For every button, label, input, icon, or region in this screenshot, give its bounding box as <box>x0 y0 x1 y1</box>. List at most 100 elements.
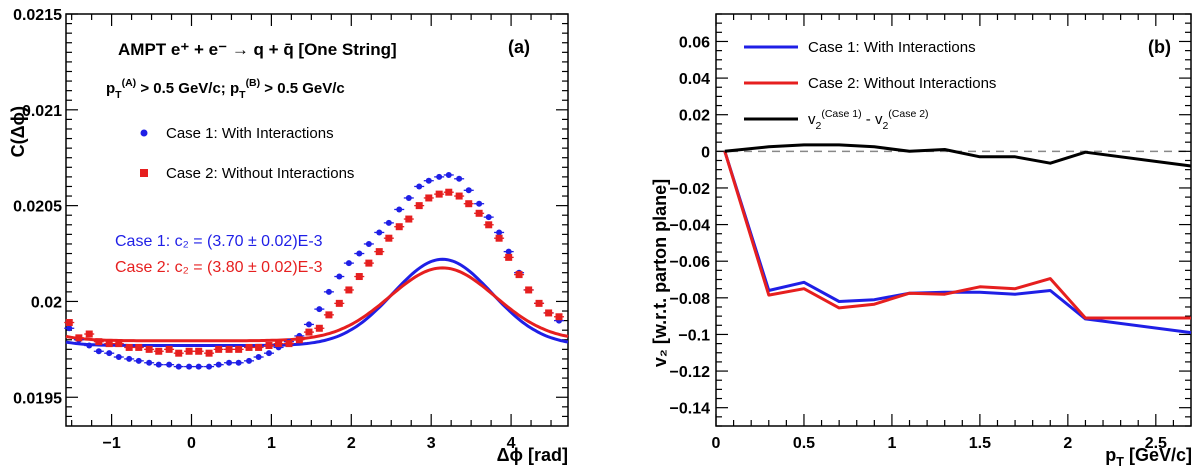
panel-a-header-line1: AMPT e⁺ + e⁻ → q + q̄ [One String] <box>118 40 397 59</box>
panel-a-data-point-case2 <box>305 328 313 336</box>
panel-a-data-point-case2 <box>205 349 213 357</box>
panel-b-series-line-3 <box>724 143 1192 168</box>
panel-a-data-point-case1 <box>206 363 213 370</box>
panel-b-ticks <box>715 13 1192 427</box>
panel-a-data-point-case2 <box>235 345 243 353</box>
panel-a-data-point-case1 <box>336 273 343 280</box>
panel-a-data-point-case2 <box>415 202 423 210</box>
panel-a-legend-label: Case 1: With Interactions <box>166 125 334 142</box>
panel-b-x-tick-label: 0 <box>712 435 721 452</box>
panel-a-data-point-case1 <box>496 229 503 236</box>
panel-a-data-point-case2 <box>445 188 453 196</box>
panel-a-data-point-case2 <box>195 347 203 355</box>
panel-b-y-tick-label: −0.1 <box>678 327 710 344</box>
panel-a-data-point-case1 <box>385 219 392 226</box>
panel-a-label: (a) <box>508 37 530 57</box>
panel-b-frame <box>715 13 1192 427</box>
panel-b-series-lines <box>723 143 1192 335</box>
panel-a-data-point-case1 <box>155 361 162 368</box>
panel-b-x-axis-title: pT [GeV/c] <box>1105 445 1192 468</box>
panel-a-x-tick-label: 3 <box>427 435 436 452</box>
panel-b-x-tick-label: 2 <box>1063 435 1072 452</box>
panel-a-data-point-case2 <box>185 347 193 355</box>
panel-a-data-point-case1 <box>86 342 93 349</box>
panel-a-data-point-case1 <box>365 240 372 247</box>
panel-a-data-point-case1 <box>246 357 253 364</box>
panel-b-legend-label: Case 2: Without Interactions <box>808 75 996 92</box>
panel-a-data-point-case2 <box>355 273 363 281</box>
panel-a-data-point-case2 <box>155 347 163 355</box>
panel-a-data-point-case1 <box>215 361 222 368</box>
panel-a-data-point-case2 <box>75 334 83 342</box>
panel-a-data-point-case2 <box>65 319 73 327</box>
panel-a-data-point-case1 <box>265 350 272 357</box>
panel-b-y-tick-label: −0.04 <box>670 218 711 235</box>
panel-a-data-point-case2 <box>295 336 303 344</box>
panel-a-data-point-case1 <box>376 229 383 236</box>
panel-a-data-point-case1 <box>186 363 193 370</box>
panel-a-data-point-case2 <box>545 309 553 317</box>
panel-b-y-tick-label: 0.06 <box>679 34 710 51</box>
panel-b-series-line-2 <box>723 150 1191 320</box>
panel-a-fit-curves <box>65 257 569 347</box>
panel-a-y-tick-label: 0.0205 <box>13 199 62 216</box>
panel-a-data-point-case2 <box>335 299 343 307</box>
panel-a-y-tick-label: 0.0215 <box>13 7 62 24</box>
panel-b-y-tick-label: 0.02 <box>679 108 710 125</box>
panel-a-data-point-case1 <box>425 177 432 184</box>
panel-b-legend: Case 1: With Interactions Case 2: Without… <box>744 39 996 132</box>
panel-a-data-point-case2 <box>555 313 563 321</box>
panel-a-data-point-case2 <box>275 340 283 348</box>
panel-b-y-tick-label: 0.04 <box>679 71 710 88</box>
panel-a-data-point-case1 <box>416 183 423 190</box>
panel-b-legend-label: v2(Case 1) - v2(Case 2) <box>808 108 929 132</box>
panel-a-y-tick-label: 0.021 <box>22 103 62 120</box>
panel-a-data-point-case2 <box>375 248 383 256</box>
panel-a-data-point-case2 <box>135 343 143 351</box>
panel-a-data-point-case2 <box>495 234 503 242</box>
panel-a-x-tick-label: −1 <box>102 435 120 452</box>
panel-b-y-tick-label: −0.14 <box>670 401 711 418</box>
panel-a-data-point-case1 <box>115 354 122 361</box>
panel-a-data-point-case1 <box>95 348 102 355</box>
panel-a-x-axis-title: Δϕ [rad] <box>497 445 568 465</box>
panel-a-data-point-case1 <box>66 325 73 332</box>
panel-a: −1 0 1 2 3 4 0.0195 0.02 0.0205 0.021 0.0215 Case … <box>8 7 569 465</box>
panel-a-data-point-case2 <box>315 324 323 332</box>
panel-a-legend-marker-circle <box>140 129 148 137</box>
panel-a-data-point-case2 <box>385 234 393 242</box>
panel-a-data-point-case2 <box>365 259 373 267</box>
panel-a-data-point-case2 <box>95 338 103 346</box>
panel-a-data-point-case2 <box>485 221 493 229</box>
panel-b-label: (b) <box>1148 37 1171 57</box>
panel-a-data-points <box>64 171 565 370</box>
panel-a-data-point-case1 <box>476 200 483 207</box>
panel-a-data-point-case2 <box>395 223 403 231</box>
panel-a-legend-marker-square <box>140 169 148 177</box>
panel-a-y-tick-label: 0.02 <box>31 294 62 311</box>
panel-a-data-point-case1 <box>255 354 262 361</box>
panel-a-tick-labels: −1 0 1 2 3 4 0.0195 0.02 0.0205 0.021 0.0215 <box>13 7 516 452</box>
panel-a-data-point-case2 <box>105 340 113 348</box>
panel-a-data-point-case1 <box>135 357 142 364</box>
panel-a-data-point-case2 <box>145 345 153 353</box>
panel-a-data-point-case2 <box>465 200 473 208</box>
panel-a-data-point-case2 <box>505 253 513 261</box>
panel-a-data-point-case1 <box>175 363 182 370</box>
panel-a-data-point-case1 <box>396 206 403 213</box>
panel-a-data-point-case2 <box>115 340 123 348</box>
panel-a-data-point-case2 <box>225 345 233 353</box>
panel-b-y-tick-label: −0.12 <box>670 364 711 381</box>
panel-a-x-tick-label: 4 <box>507 435 516 452</box>
panel-a-data-point-case2 <box>285 340 293 348</box>
panel-b-y-tick-label: 0 <box>701 144 710 161</box>
panel-a-data-point-case2 <box>535 299 543 307</box>
panel-a-data-point-case1 <box>126 355 133 362</box>
panel-a-data-point-case1 <box>485 214 492 221</box>
panel-b: 0 0.5 1 1.5 2 2.5 −0.14 −0.12 −0.1 −0.08 −0.06 −0.0… <box>650 13 1192 468</box>
panel-a-data-point-case2 <box>425 194 433 202</box>
panel-a-x-tick-label: 0 <box>187 435 196 452</box>
panel-a-data-point-case2 <box>525 286 533 294</box>
